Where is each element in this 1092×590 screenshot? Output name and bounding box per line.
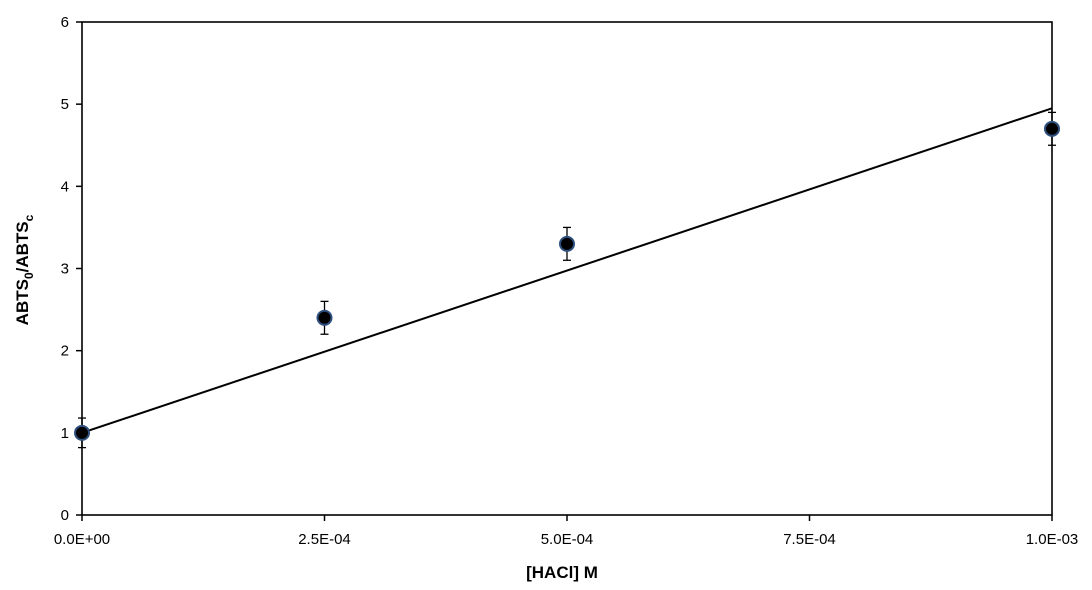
data-point [1044, 120, 1060, 137]
y-axis-title-sub2: c [22, 214, 36, 221]
x-tick-label: 0.0E+00 [54, 531, 110, 548]
data-point [74, 424, 90, 441]
plot-area [81, 21, 1053, 516]
y-tick-label: 4 [61, 178, 69, 195]
y-tick-label: 5 [61, 96, 69, 113]
marks-layer [74, 107, 1060, 449]
y-tick-label: 1 [61, 425, 69, 442]
y-tick-label: 6 [61, 14, 69, 31]
x-tick-label: 7.5E-04 [783, 531, 836, 548]
x-tick-label: 1.0E-03 [1026, 531, 1079, 548]
y-axis-title-sub1: 0 [22, 272, 36, 279]
y-axis-title-main: ABTS [13, 279, 32, 325]
y-tick-label: 0 [61, 507, 69, 524]
tick-layer: 0 1 2 3 4 5 6 0.0E+00 2.5E-04 5.0E-04 7.5E-04 1.0E-… [54, 14, 1078, 548]
data-point [316, 309, 333, 326]
y-axis-title-sep: /ABTS [13, 221, 32, 272]
trendline [81, 107, 1053, 434]
data-point [559, 235, 575, 252]
y-tick-label: 2 [61, 343, 69, 360]
y-tick-label: 3 [61, 261, 69, 278]
y-axis-title: ABTS0/ABTSc [13, 214, 36, 325]
x-axis-title: [HACl] M [526, 563, 598, 582]
x-tick-label: 2.5E-04 [298, 531, 351, 548]
plot-frame [81, 21, 1053, 516]
x-tick-label: 5.0E-04 [541, 531, 594, 548]
